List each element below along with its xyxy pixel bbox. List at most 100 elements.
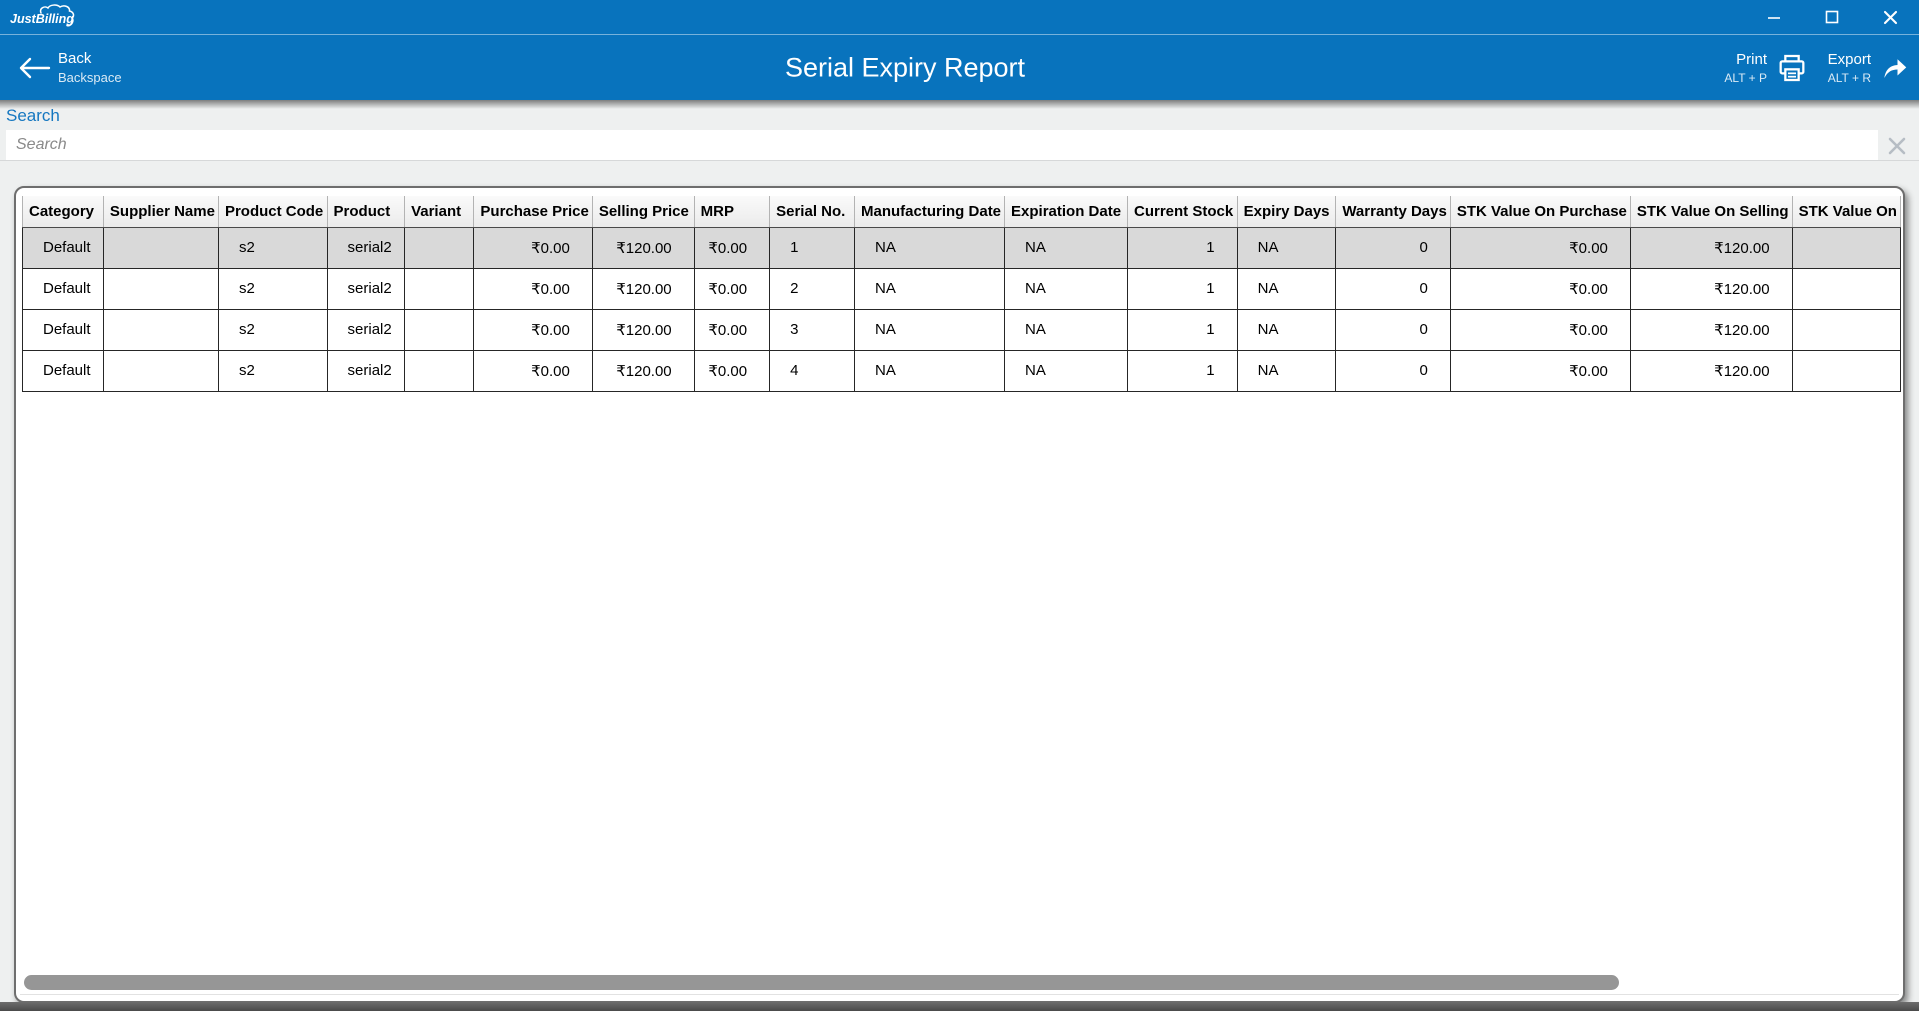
- table-cell[interactable]: Default: [22, 227, 104, 269]
- table-cell[interactable]: ₹0.00: [1450, 227, 1631, 269]
- table-cell[interactable]: ₹0.00: [1450, 350, 1631, 392]
- table-cell[interactable]: [1792, 309, 1901, 351]
- table-cell[interactable]: serial2: [327, 350, 406, 392]
- table-cell[interactable]: ₹0.00: [694, 350, 771, 392]
- close-button[interactable]: [1861, 0, 1919, 34]
- table-cell[interactable]: 0: [1335, 350, 1451, 392]
- table-row[interactable]: Default s2 serial2 ₹0.00 ₹120.00 ₹0.00 1 NA NA 1 N…: [22, 227, 1901, 269]
- table-cell[interactable]: serial2: [327, 309, 406, 351]
- table-cell[interactable]: [103, 309, 219, 351]
- table-cell[interactable]: ₹0.00: [1450, 309, 1631, 351]
- column-header-stk-value-on-selling[interactable]: STK Value On Selling: [1630, 196, 1793, 228]
- column-header-variant[interactable]: Variant: [404, 196, 475, 228]
- column-header-category[interactable]: Category: [22, 196, 104, 228]
- table-cell[interactable]: 1: [1127, 268, 1238, 310]
- table-cell[interactable]: s2: [218, 268, 328, 310]
- column-header-product[interactable]: Product: [327, 196, 406, 228]
- table-cell[interactable]: NA: [1004, 350, 1128, 392]
- table-cell[interactable]: NA: [1004, 309, 1128, 351]
- table-cell[interactable]: Default: [22, 309, 104, 351]
- table-cell[interactable]: [103, 350, 219, 392]
- table-row[interactable]: Default s2 serial2 ₹0.00 ₹120.00 ₹0.00 3 NA NA 1 N…: [22, 309, 1901, 351]
- table-cell[interactable]: NA: [1237, 350, 1337, 392]
- table-cell[interactable]: ₹120.00: [1630, 268, 1793, 310]
- table-cell[interactable]: 0: [1335, 268, 1451, 310]
- table-cell[interactable]: ₹0.00: [473, 227, 593, 269]
- table-cell[interactable]: NA: [854, 350, 1006, 392]
- table-cell[interactable]: NA: [1004, 268, 1128, 310]
- table-cell[interactable]: NA: [854, 268, 1006, 310]
- minimize-button[interactable]: [1745, 0, 1803, 34]
- table-cell[interactable]: Default: [22, 350, 104, 392]
- table-row[interactable]: Default s2 serial2 ₹0.00 ₹120.00 ₹0.00 2 NA NA 1 N…: [22, 268, 1901, 310]
- column-header-expiration-date[interactable]: Expiration Date: [1004, 196, 1128, 228]
- table-cell[interactable]: [1792, 268, 1901, 310]
- horizontal-scrollbar-thumb[interactable]: [24, 975, 1619, 990]
- table-cell[interactable]: 0: [1335, 227, 1451, 269]
- table-cell[interactable]: s2: [218, 227, 328, 269]
- table-cell[interactable]: NA: [1004, 227, 1128, 269]
- table-cell[interactable]: ₹0.00: [694, 309, 771, 351]
- table-cell[interactable]: ₹120.00: [592, 227, 695, 269]
- table-cell[interactable]: NA: [854, 227, 1006, 269]
- table-cell[interactable]: ₹120.00: [1630, 350, 1793, 392]
- table-cell[interactable]: ₹0.00: [473, 350, 593, 392]
- table-cell[interactable]: ₹0.00: [473, 268, 593, 310]
- table-cell[interactable]: 2: [769, 268, 856, 310]
- table-cell[interactable]: ₹120.00: [592, 350, 695, 392]
- table-cell[interactable]: [1792, 227, 1901, 269]
- table-cell[interactable]: [103, 227, 219, 269]
- column-header-purchase-price[interactable]: Purchase Price: [473, 196, 593, 228]
- table-cell[interactable]: ₹120.00: [592, 309, 695, 351]
- table-cell[interactable]: ₹0.00: [473, 309, 593, 351]
- table-cell[interactable]: ₹0.00: [694, 227, 771, 269]
- clear-search-button[interactable]: [1882, 132, 1912, 160]
- table-cell[interactable]: 1: [769, 227, 856, 269]
- table-cell[interactable]: [404, 309, 475, 351]
- column-header-warranty-days[interactable]: Warranty Days: [1335, 196, 1451, 228]
- table-cell[interactable]: serial2: [327, 268, 406, 310]
- column-header-expiry-days[interactable]: Expiry Days: [1237, 196, 1337, 228]
- column-header-serial-no-[interactable]: Serial No.: [769, 196, 856, 228]
- table-cell[interactable]: [404, 227, 475, 269]
- column-header-manufacturing-date[interactable]: Manufacturing Date: [854, 196, 1006, 228]
- column-header-stk-value-on[interactable]: STK Value On: [1792, 196, 1901, 228]
- table-cell[interactable]: serial2: [327, 227, 406, 269]
- table-cell[interactable]: 3: [769, 309, 856, 351]
- search-input[interactable]: [6, 130, 1878, 160]
- table-cell[interactable]: NA: [1237, 227, 1337, 269]
- table-cell[interactable]: 0: [1335, 309, 1451, 351]
- column-header-product-code[interactable]: Product Code: [218, 196, 328, 228]
- column-header-current-stock[interactable]: Current Stock: [1127, 196, 1238, 228]
- table-cell[interactable]: [404, 268, 475, 310]
- table-cell[interactable]: 1: [1127, 227, 1238, 269]
- table-cell[interactable]: [1792, 350, 1901, 392]
- table-cell[interactable]: ₹120.00: [1630, 227, 1793, 269]
- table-cell[interactable]: s2: [218, 309, 328, 351]
- table-cell[interactable]: NA: [1237, 268, 1337, 310]
- table-cell[interactable]: 1: [1127, 350, 1238, 392]
- back-button[interactable]: Back Backspace: [14, 41, 122, 95]
- horizontal-scrollbar-track[interactable]: [24, 975, 1895, 990]
- table-cell[interactable]: NA: [854, 309, 1006, 351]
- print-button[interactable]: Print ALT + P: [1724, 41, 1809, 95]
- column-header-stk-value-on-purchase[interactable]: STK Value On Purchase: [1450, 196, 1631, 228]
- export-button[interactable]: Export ALT + R: [1828, 41, 1911, 95]
- table-cell[interactable]: [103, 268, 219, 310]
- column-header-supplier-name[interactable]: Supplier Name: [103, 196, 219, 228]
- table-cell[interactable]: 4: [769, 350, 856, 392]
- table-cell[interactable]: Default: [22, 268, 104, 310]
- table-cell[interactable]: ₹120.00: [592, 268, 695, 310]
- table-cell[interactable]: ₹120.00: [1630, 309, 1793, 351]
- maximize-button[interactable]: [1803, 0, 1861, 34]
- window-controls: [1745, 0, 1919, 34]
- table-cell[interactable]: 1: [1127, 309, 1238, 351]
- table-cell[interactable]: [404, 350, 475, 392]
- column-header-selling-price[interactable]: Selling Price: [592, 196, 695, 228]
- column-header-mrp[interactable]: MRP: [694, 196, 771, 228]
- table-row[interactable]: Default s2 serial2 ₹0.00 ₹120.00 ₹0.00 4 NA NA 1 N…: [22, 350, 1901, 392]
- table-cell[interactable]: ₹0.00: [1450, 268, 1631, 310]
- table-cell[interactable]: NA: [1237, 309, 1337, 351]
- table-cell[interactable]: ₹0.00: [694, 268, 771, 310]
- table-cell[interactable]: s2: [218, 350, 328, 392]
